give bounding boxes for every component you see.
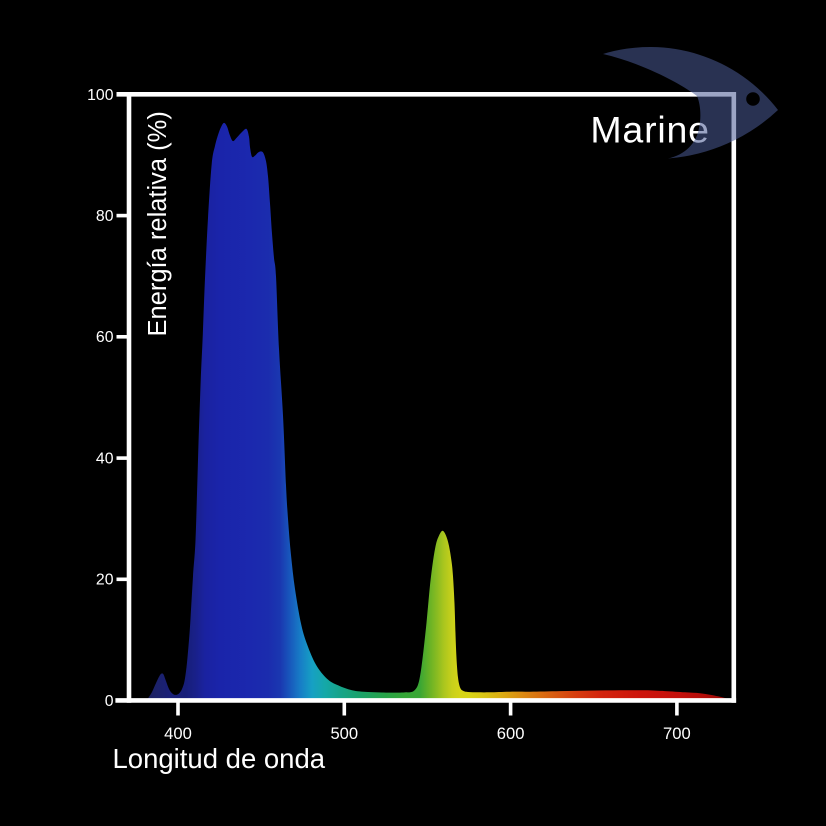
- svg-text:Marine: Marine: [590, 109, 709, 151]
- svg-text:Energía relativa (%): Energía relativa (%): [144, 111, 172, 336]
- svg-text:Longitud de onda: Longitud de onda: [113, 743, 326, 774]
- svg-text:600: 600: [497, 724, 525, 743]
- svg-text:60: 60: [96, 329, 114, 346]
- svg-text:40: 40: [96, 451, 114, 468]
- svg-text:400: 400: [164, 724, 192, 743]
- svg-text:100: 100: [87, 87, 114, 104]
- svg-text:20: 20: [96, 572, 114, 589]
- svg-text:700: 700: [663, 724, 691, 743]
- svg-text:0: 0: [105, 693, 114, 710]
- svg-text:80: 80: [96, 208, 114, 225]
- svg-text:500: 500: [330, 724, 358, 743]
